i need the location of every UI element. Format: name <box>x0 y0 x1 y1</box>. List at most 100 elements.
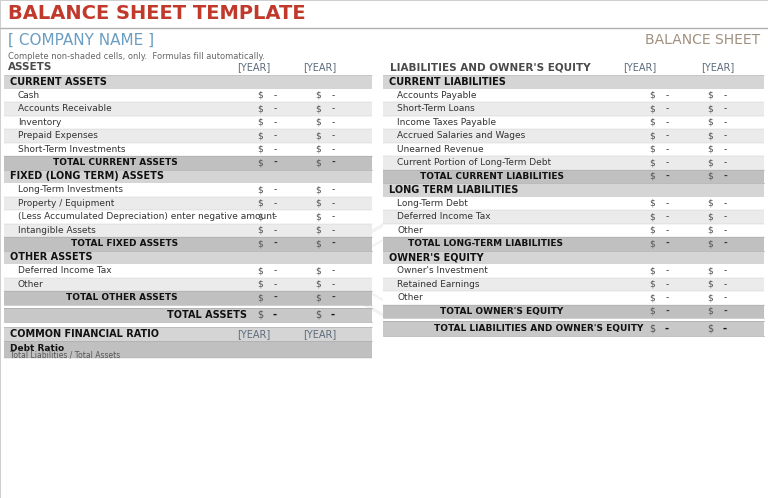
Text: Owner's Investment: Owner's Investment <box>397 266 488 275</box>
Text: $: $ <box>315 293 321 302</box>
Bar <box>383 102 764 116</box>
Text: LONG TERM LIABILITIES: LONG TERM LIABILITIES <box>389 185 518 195</box>
Bar <box>383 237 764 250</box>
Text: -: - <box>331 145 335 154</box>
Bar <box>383 291 764 304</box>
Bar <box>383 277 764 291</box>
Text: $: $ <box>649 239 655 248</box>
Text: -: - <box>331 310 335 320</box>
Text: $: $ <box>649 91 655 100</box>
Text: -: - <box>665 131 669 140</box>
Text: -: - <box>723 104 727 113</box>
Text: Short-Term Loans: Short-Term Loans <box>397 104 475 113</box>
Text: Prepaid Expenses: Prepaid Expenses <box>18 131 98 140</box>
Text: Current Portion of Long-Term Debt: Current Portion of Long-Term Debt <box>397 158 551 167</box>
Text: $: $ <box>707 172 713 181</box>
Text: -: - <box>723 266 727 275</box>
Text: [YEAR]: [YEAR] <box>624 62 657 72</box>
Bar <box>383 304 764 318</box>
Text: -: - <box>273 118 276 127</box>
Text: $: $ <box>707 158 713 167</box>
Bar <box>4 197 372 210</box>
Text: FIXED (LONG TERM) ASSETS: FIXED (LONG TERM) ASSETS <box>10 171 164 181</box>
Text: Deferred Income Tax: Deferred Income Tax <box>397 212 491 221</box>
Text: $: $ <box>649 212 655 221</box>
Bar <box>383 210 764 224</box>
Text: $: $ <box>257 118 263 127</box>
Text: -: - <box>331 266 335 275</box>
Text: Inventory: Inventory <box>18 118 61 127</box>
Bar <box>4 142 372 156</box>
Text: Deferred Income Tax: Deferred Income Tax <box>18 266 111 275</box>
Text: $: $ <box>315 310 321 320</box>
Text: LIABILITIES AND OWNER'S EQUITY: LIABILITIES AND OWNER'S EQUITY <box>390 62 591 72</box>
Bar <box>4 237 372 250</box>
Text: $: $ <box>257 226 263 235</box>
Text: $: $ <box>707 323 713 333</box>
Text: $: $ <box>315 280 321 289</box>
Text: $: $ <box>315 185 321 194</box>
Text: Debt Ratio: Debt Ratio <box>10 344 64 353</box>
Text: -: - <box>331 226 335 235</box>
Text: -: - <box>331 158 335 167</box>
Text: -: - <box>723 239 727 248</box>
Text: $: $ <box>707 280 713 289</box>
Text: -: - <box>665 266 669 275</box>
Text: OWNER'S EQUITY: OWNER'S EQUITY <box>389 252 484 262</box>
Text: -: - <box>665 118 669 127</box>
Text: $: $ <box>315 239 321 248</box>
Text: -: - <box>723 293 727 302</box>
Bar <box>383 321 764 336</box>
Text: $: $ <box>649 145 655 154</box>
Text: -: - <box>273 266 276 275</box>
Bar <box>4 156 372 169</box>
Text: -: - <box>723 145 727 154</box>
Text: -: - <box>665 158 669 167</box>
Text: -: - <box>723 91 727 100</box>
Text: -: - <box>723 172 727 181</box>
Text: $: $ <box>315 118 321 127</box>
Text: -: - <box>331 185 335 194</box>
Bar <box>383 264 764 277</box>
Text: $: $ <box>707 307 713 316</box>
Bar <box>383 156 764 169</box>
Text: BALANCE SHEET: BALANCE SHEET <box>645 33 760 47</box>
Bar <box>383 250 764 264</box>
Bar <box>4 277 372 291</box>
Text: -: - <box>273 158 277 167</box>
Bar <box>4 102 372 116</box>
Text: $: $ <box>257 158 263 167</box>
Bar <box>4 75 372 89</box>
Text: -: - <box>273 293 277 302</box>
Text: $: $ <box>315 212 321 221</box>
Text: Unearned Revenue: Unearned Revenue <box>397 145 484 154</box>
Text: -: - <box>723 131 727 140</box>
Text: $: $ <box>315 131 321 140</box>
Text: TOTAL OWNER'S EQUITY: TOTAL OWNER'S EQUITY <box>440 307 564 316</box>
Text: $: $ <box>315 91 321 100</box>
Text: -: - <box>665 172 669 181</box>
Bar <box>4 291 372 304</box>
Bar <box>4 169 372 183</box>
Text: $: $ <box>707 118 713 127</box>
Text: Total Liabilities / Total Assets: Total Liabilities / Total Assets <box>10 351 121 360</box>
Text: $: $ <box>257 145 263 154</box>
Bar <box>383 183 764 197</box>
Text: $: $ <box>707 91 713 100</box>
Text: $: $ <box>649 118 655 127</box>
Text: $: $ <box>649 131 655 140</box>
Text: -: - <box>665 212 669 221</box>
Bar <box>4 129 372 142</box>
Text: -: - <box>665 145 669 154</box>
Text: [YEAR]: [YEAR] <box>303 329 336 339</box>
Text: $: $ <box>257 293 263 302</box>
Text: TOTAL OTHER ASSETS: TOTAL OTHER ASSETS <box>66 293 178 302</box>
Bar <box>4 116 372 129</box>
Text: -: - <box>331 293 335 302</box>
Text: $: $ <box>315 199 321 208</box>
Text: -: - <box>665 226 669 235</box>
Bar <box>4 210 372 224</box>
Text: -: - <box>273 226 276 235</box>
Text: TOTAL CURRENT LIABILITIES: TOTAL CURRENT LIABILITIES <box>419 172 564 181</box>
Text: -: - <box>331 91 335 100</box>
